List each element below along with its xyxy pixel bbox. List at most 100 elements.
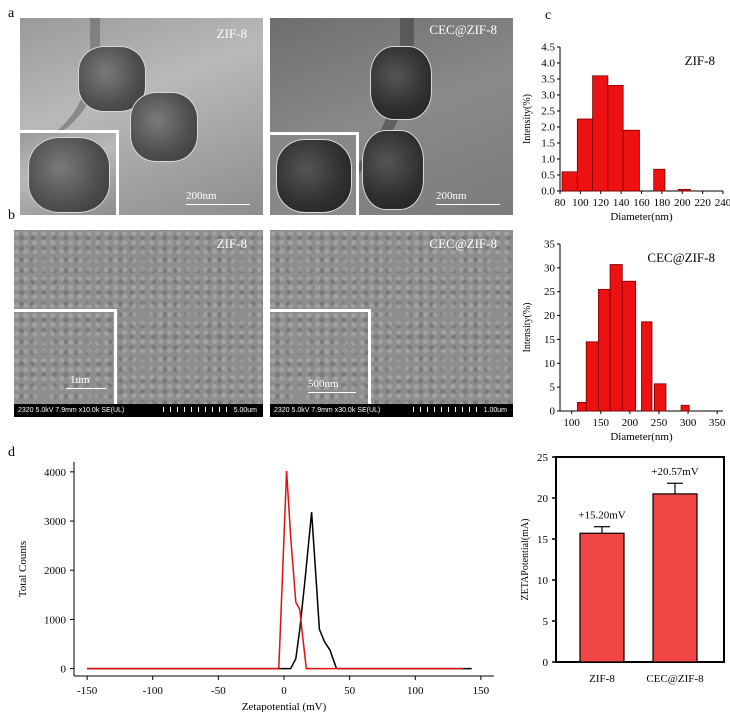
y-tick-label: 5 [550,382,556,394]
y-tick-label: 15 [537,534,549,546]
x-tick-label: 0 [281,685,287,697]
y-tick-label: 2.5 [541,106,555,118]
panel-letter-a: a [8,6,15,21]
tem-particle [362,130,424,210]
sem-image-zif8: 1um ZIF-8 2320 5.0kV 7.9mm x10.0k SE(UL)… [14,230,263,417]
y-tick-label: 0 [543,657,549,669]
x-tick-label: 100 [407,685,424,697]
y-tick-label: 5 [543,616,549,628]
histogram-bar [653,168,666,192]
y-tick-label: 10 [537,575,549,587]
tem-scale-text: 200nm [186,190,217,202]
y-tick-label: 25 [537,452,549,464]
panel-letter-c: c [545,8,552,23]
chart-title: CEC@ZIF-8 [647,250,715,265]
histogram-bar [641,321,653,412]
data-label: +15.20mV [578,510,626,522]
tem-image-zif8: ZIF-8 200nm [20,18,263,215]
chart-title: ZIF-8 [685,53,715,68]
plot-frame [555,456,725,663]
sem-info-bar: 2320 5.0kV 7.9mm x30.0k SE(UL) 1.00um [270,404,513,417]
sem-info-scale: 5.00um [233,407,257,414]
y-tick-label: 0 [61,664,67,676]
tem-image-cec-zif8: CEC@ZIF-8 200nm [270,18,513,215]
x-tick-label: -100 [143,685,164,697]
sem-info-text: 2320 5.0kV 7.9mm x30.0k SE(UL) [274,407,381,414]
histogram-bar [585,341,599,412]
tem-particle [130,92,198,162]
series-line [87,512,472,670]
x-tick-label: 350 [709,417,726,429]
zeta-bar [579,532,625,663]
histogram-bar [609,264,623,412]
tem-inset-particle [276,139,352,213]
x-tick-label: 80 [555,197,567,209]
sem-inset-scale-text: 1um [70,374,90,386]
x-tick-label: 140 [613,197,630,209]
y-tick-label: 3000 [44,516,67,528]
y-tick-label: 20 [537,493,549,505]
chart-zeta-potential-distribution: 0 1000 2000 3000 4000 -150 -100 -50 0 50 100 150 Zet… [17,462,494,712]
x-category-label: ZIF-8 [589,673,615,685]
y-tick-label: 15 [544,334,556,346]
sem-info-ticks [163,407,233,412]
histogram-bar [622,129,640,192]
y-tick-label: 4000 [44,467,67,479]
y-tick-label: 10 [544,358,556,370]
sem-info-text: 2320 5.0kV 7.9mm x10.0k SE(UL) [18,407,125,414]
chart-size-distribution-zif8: 0.0 0.5 1.0 1.5 2.0 2.5 3.0 3.5 4.0 4.5 80 100 120 14… [522,42,730,224]
tem-particle [370,46,432,120]
histogram-bar [576,118,593,192]
sem-info-ticks [413,407,483,412]
histogram-bar [680,404,690,412]
x-axis-label: Zetapotential (mV) [242,701,327,712]
x-tick-label: -150 [77,685,98,697]
sem-image-cec-zif8: 500nm CEC@ZIF-8 2320 5.0kV 7.9mm x30.0k … [270,230,513,417]
x-tick-label: 120 [593,197,610,209]
data-label: +20.57mV [651,466,699,478]
y-tick-label: 1000 [44,614,67,626]
sem-info-scale: 1.00um [483,407,507,414]
x-tick-label: 150 [593,417,610,429]
x-tick-label: 220 [694,197,711,209]
tem-scale-bar [186,204,250,205]
y-tick-label: 3.0 [541,90,555,102]
x-axis-label: Diameter(nm) [610,211,673,223]
tem-scale-text: 200nm [436,190,467,202]
tem-scale-bar [436,204,500,205]
panel-letter-b: b [8,208,15,223]
y-tick-label: 3.5 [541,74,555,86]
y-tick-label: 1.5 [541,138,555,150]
y-axis-label: Intensity(%) [522,303,533,353]
x-tick-label: 100 [572,197,589,209]
tem-inset-zif8 [20,130,119,215]
x-tick-label: 150 [473,685,490,697]
x-tick-label: 240 [715,197,730,209]
x-tick-label: 50 [344,685,356,697]
y-tick-label: 4.5 [541,42,555,54]
y-tick-label: 0.0 [541,186,555,198]
sem-inset-scale-bar [66,388,106,389]
y-tick-label: 0.5 [541,170,555,182]
tem-inset-cec-zif8 [270,132,359,215]
tem-label-cec-zif8: CEC@ZIF-8 [429,22,497,37]
panel-letter-d: d [8,445,15,460]
x-tick-label: 250 [651,417,668,429]
sem-inset-scale-text: 500nm [308,378,339,390]
y-tick-label: 2.0 [541,122,555,134]
sem-label-cec-zif8: CEC@ZIF-8 [429,236,497,251]
x-tick-label: 200 [674,197,691,209]
zeta-bar [652,493,698,663]
histogram-bar [598,288,611,412]
y-tick-label: 30 [544,262,556,274]
histogram-bar [653,383,667,412]
y-tick-label: 0 [550,406,556,418]
sem-inset-zif8: 1um [14,309,117,404]
histogram-bar [577,402,587,412]
x-tick-label: 100 [563,417,580,429]
x-axis-label: Diameter(nm) [610,431,673,443]
tem-inset-particle [28,137,110,213]
sem-inset-cec-zif8: 500nm [270,309,371,404]
y-tick-label: 1.0 [541,154,555,166]
x-tick-label: -50 [211,685,226,697]
